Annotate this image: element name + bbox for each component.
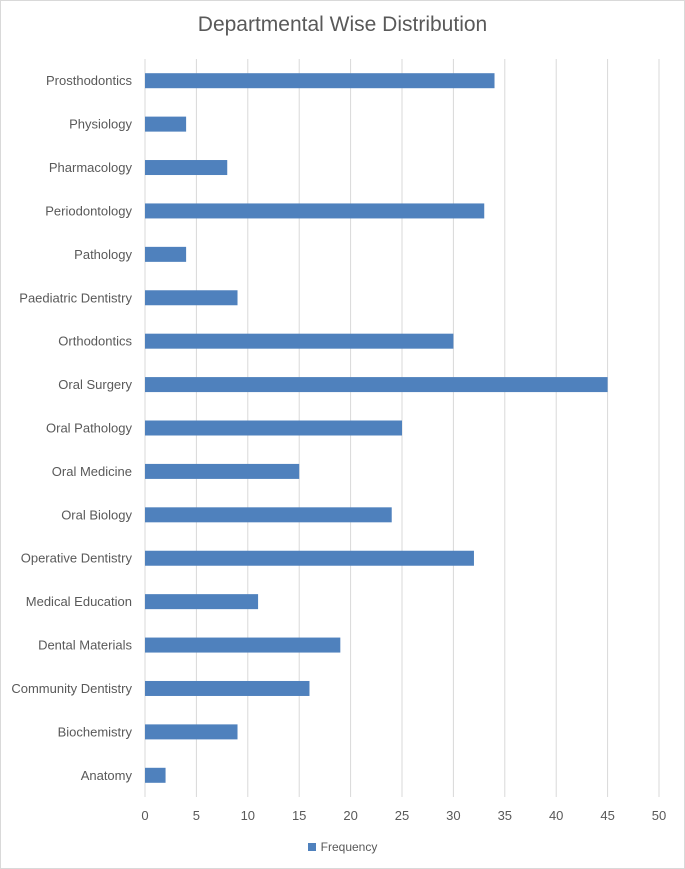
- bar: [145, 116, 187, 132]
- y-tick-label: Anatomy: [81, 768, 133, 783]
- x-tick-label: 25: [395, 808, 409, 823]
- y-tick-label: Medical Education: [26, 594, 132, 609]
- y-tick-label: Biochemistry: [58, 724, 133, 739]
- bar: [145, 463, 300, 479]
- bar: [145, 73, 495, 89]
- y-tick-label: Paediatric Dentistry: [19, 290, 132, 305]
- x-tick-label: 40: [549, 808, 563, 823]
- legend-swatch-frequency: [307, 843, 316, 851]
- bar: [145, 680, 310, 696]
- bar: [145, 290, 238, 306]
- x-tick-label: 0: [141, 808, 148, 823]
- y-tick-label: Pharmacology: [49, 160, 133, 175]
- y-tick-label: Physiology: [69, 117, 132, 132]
- y-tick-label: Prosthodontics: [46, 73, 132, 88]
- y-tick-label: Community Dentistry: [11, 681, 132, 696]
- y-tick-label: Periodontology: [45, 203, 132, 218]
- bar: [145, 594, 259, 610]
- bar: [145, 203, 485, 219]
- bar: [145, 377, 608, 393]
- bar: [145, 637, 341, 653]
- y-tick-label: Operative Dentistry: [21, 551, 133, 566]
- x-tick-label: 45: [600, 808, 614, 823]
- x-tick-label: 5: [193, 808, 200, 823]
- x-tick-label: 10: [241, 808, 255, 823]
- bar: [145, 160, 228, 176]
- x-tick-label: 30: [446, 808, 460, 823]
- x-tick-label: 50: [652, 808, 666, 823]
- y-tick-label: Dental Materials: [38, 638, 132, 653]
- y-tick-label: Oral Biology: [61, 507, 132, 522]
- y-tick-label: Pathology: [74, 247, 132, 262]
- chart-title: Departmental Wise Distribution: [197, 13, 488, 36]
- legend-label-frequency: Frequency: [320, 840, 378, 854]
- y-tick-label: Oral Medicine: [52, 464, 132, 479]
- y-tick-label: Oral Pathology: [46, 421, 132, 436]
- y-tick-label: Oral Surgery: [58, 377, 132, 392]
- legend: Frequency: [0, 840, 685, 854]
- bar: [145, 550, 474, 566]
- bar: [145, 420, 402, 436]
- bar: [145, 333, 454, 349]
- x-tick-label: 35: [498, 808, 512, 823]
- x-tick-label: 20: [343, 808, 357, 823]
- y-tick-label: Orthodontics: [58, 334, 132, 349]
- x-tick-label: 15: [292, 808, 306, 823]
- bar: [145, 767, 166, 783]
- bar: [145, 507, 392, 523]
- bar: [145, 724, 238, 740]
- bar: [145, 246, 187, 262]
